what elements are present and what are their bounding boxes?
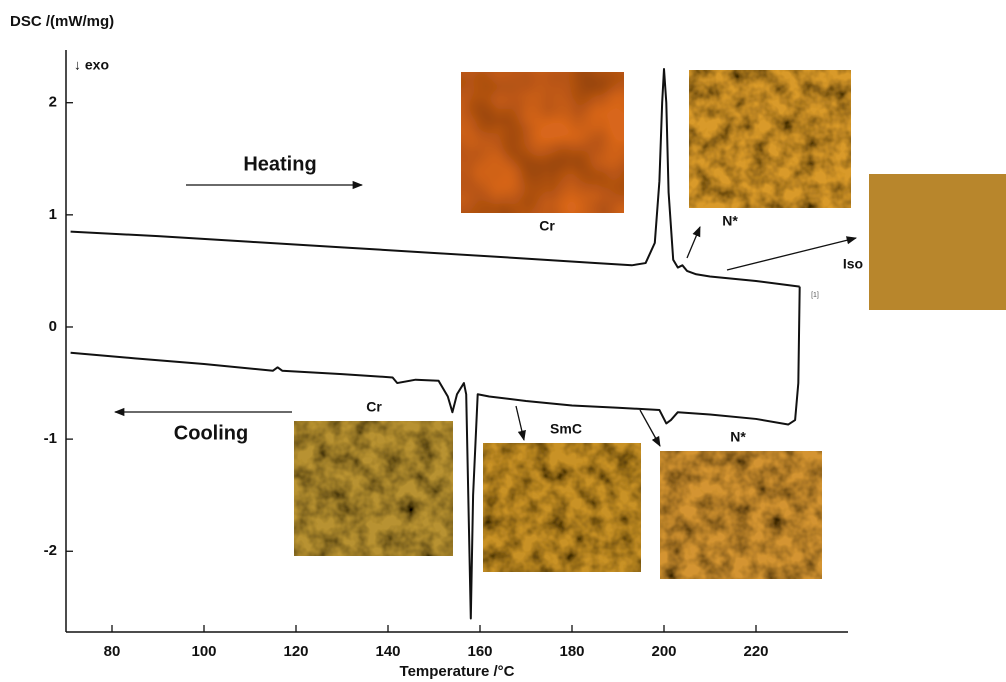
x-tick-label: 140 (375, 643, 400, 660)
x-tick-label: 80 (104, 643, 121, 660)
arrow (727, 238, 856, 270)
micrograph (660, 451, 822, 579)
micrograph (461, 72, 624, 213)
chart: DSC /(mW/mg) ↓ exo Temperature /°C -2 -1 0… (0, 0, 1006, 682)
x-tick-label: 160 (467, 643, 492, 660)
curve-marker: [1] (811, 292, 819, 299)
arrow (640, 410, 660, 446)
micrograph (689, 70, 851, 208)
phase-label: Iso (843, 256, 863, 272)
x-axis-label: Temperature /°C (400, 663, 515, 680)
micrograph (869, 174, 1006, 310)
cooling-label: Cooling (174, 422, 248, 444)
y-tick-label: 0 (49, 318, 57, 335)
phase-label: Cr (539, 218, 555, 234)
y-tick-label: -2 (44, 542, 57, 559)
x-tick-label: 200 (651, 643, 676, 660)
arrow (516, 406, 524, 440)
y-tick-label: 1 (49, 206, 57, 223)
x-tick-label: 180 (559, 643, 584, 660)
phase-label: N* (722, 213, 738, 229)
exo-note: ↓ exo (74, 57, 109, 73)
heating-label: Heating (243, 153, 316, 175)
phase-label: SmC (550, 421, 582, 437)
micrograph (294, 421, 453, 556)
x-tick-label: 220 (743, 643, 768, 660)
micrograph (483, 443, 641, 572)
phase-label: Cr (366, 399, 382, 415)
phase-label: N* (730, 429, 746, 445)
y-tick-label: 2 (49, 94, 57, 111)
x-tick-label: 100 (191, 643, 216, 660)
x-tick-label: 120 (283, 643, 308, 660)
y-tick-label: -1 (44, 430, 57, 447)
arrow (687, 227, 700, 258)
y-axis-label: DSC /(mW/mg) (10, 13, 114, 30)
